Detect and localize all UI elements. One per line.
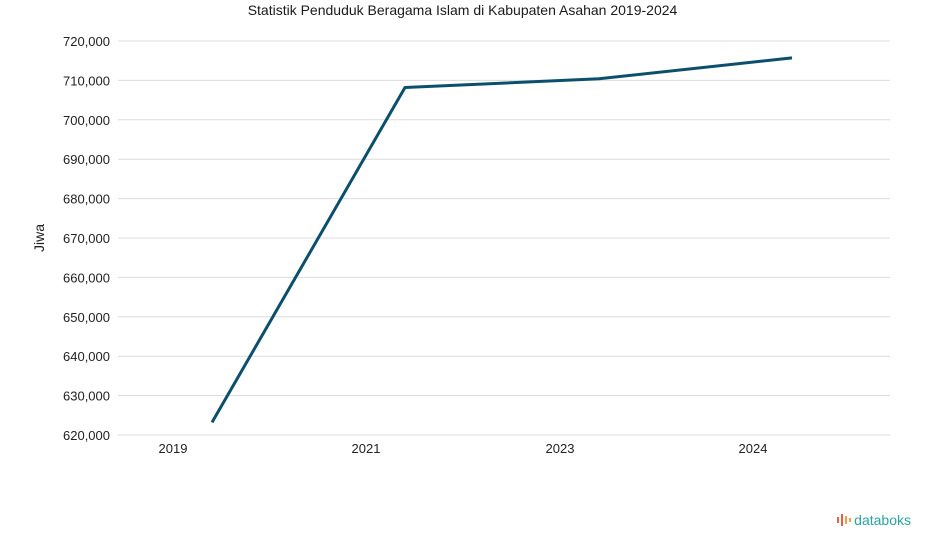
x-axis-ticks: 2019 2021 2023 2024 xyxy=(159,441,768,456)
brand-name: databoks xyxy=(854,512,911,528)
y-tick-label: 720,000 xyxy=(63,34,110,49)
y-tick-label: 710,000 xyxy=(63,73,110,88)
databoks-brand: databoks xyxy=(836,512,911,528)
y-axis-label: Jiwa xyxy=(31,224,47,252)
y-tick-label: 620,000 xyxy=(63,428,110,443)
y-tick-label: 660,000 xyxy=(63,270,110,285)
y-axis-ticks: 620,000 630,000 640,000 650,000 660,000 670,0… xyxy=(63,34,110,443)
y-tick-label: 680,000 xyxy=(63,192,110,207)
y-tick-label: 630,000 xyxy=(63,389,110,404)
databoks-logo-icon xyxy=(837,514,852,526)
chart-title: Statistik Penduduk Beragama Islam di Kab… xyxy=(247,2,678,18)
y-tick-label: 690,000 xyxy=(63,152,110,167)
series-layer xyxy=(210,56,793,424)
y-tick-label: 650,000 xyxy=(63,310,110,325)
series-line xyxy=(210,56,793,424)
x-tick-label: 2019 xyxy=(159,441,188,456)
y-tick-label: 670,000 xyxy=(63,231,110,246)
y-tick-label: 640,000 xyxy=(63,349,110,364)
gridlines xyxy=(118,40,890,436)
x-tick-label: 2024 xyxy=(739,441,768,456)
y-tick-label: 700,000 xyxy=(63,113,110,128)
x-tick-label: 2021 xyxy=(352,441,381,456)
x-tick-label: 2023 xyxy=(546,441,575,456)
